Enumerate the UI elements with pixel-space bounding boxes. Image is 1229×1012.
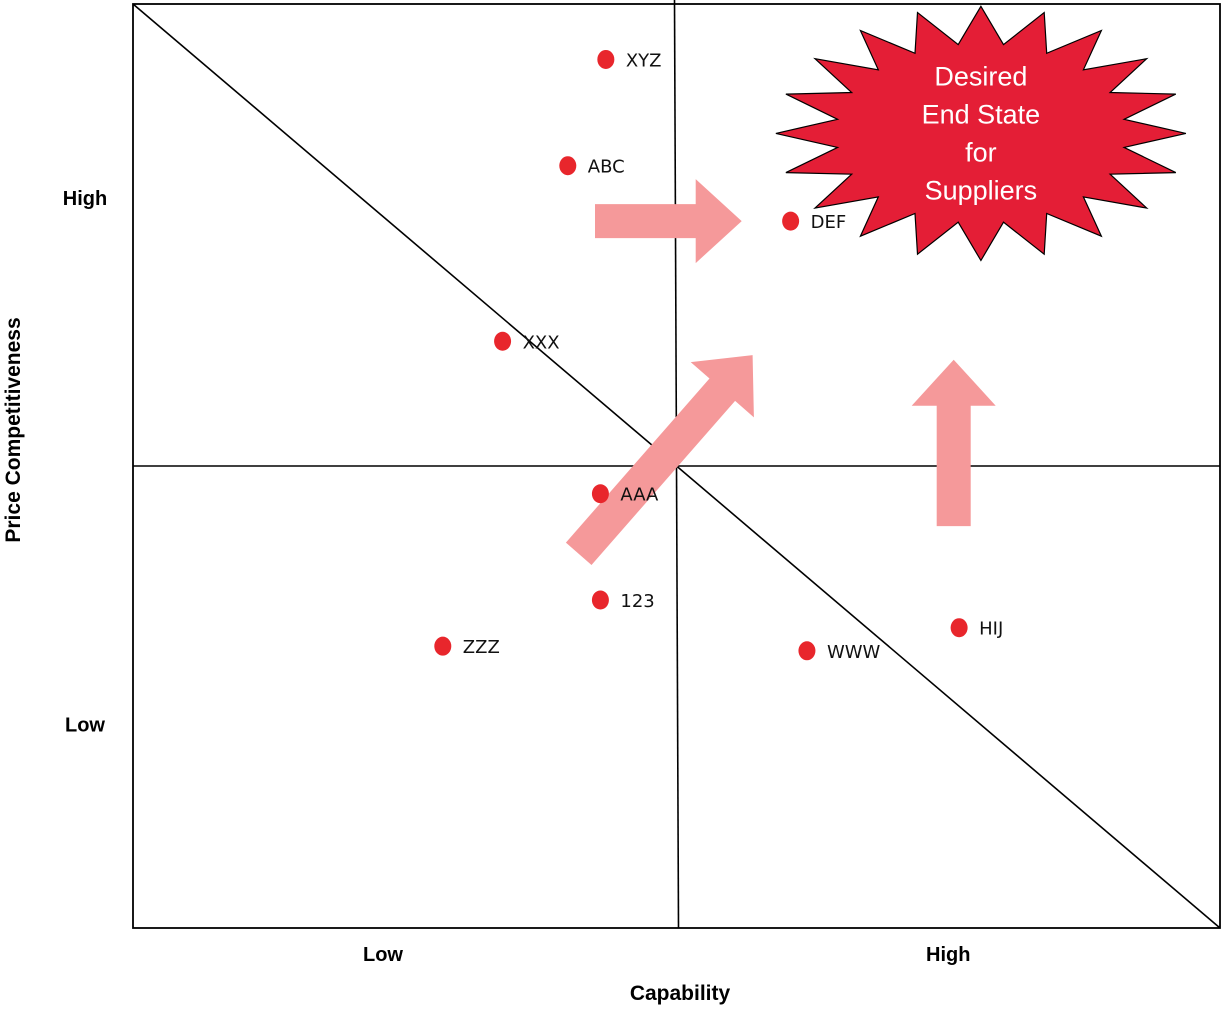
data-point-label: AAA: [620, 485, 659, 506]
callout-text-line: Desired: [934, 61, 1027, 91]
data-point-label: HIJ: [979, 619, 1003, 640]
data-point: [559, 156, 577, 176]
y-axis-title: Price Competitiveness: [2, 317, 25, 542]
data-point: [950, 618, 968, 638]
x-tick-label: Low: [363, 944, 403, 966]
y-tick-label: Low: [65, 715, 105, 737]
x-axis-title: Capability: [630, 982, 731, 1005]
callout-layer: Desired End State for Suppliers: [775, 5, 1187, 262]
data-point-label: WWW: [827, 642, 881, 663]
data-point: [494, 331, 512, 351]
starburst-callout: [775, 5, 1187, 262]
data-point-label: XXX: [523, 332, 560, 353]
block-arrow-1: [595, 179, 742, 264]
callout-text-line: End State: [922, 99, 1041, 129]
data-point: [782, 211, 800, 231]
callout-text-line: for: [965, 137, 997, 167]
y-tick-label: High: [63, 188, 107, 210]
data-point: [434, 636, 452, 656]
data-point-label: 123: [620, 591, 654, 612]
data-point: [591, 484, 609, 504]
data-point: [591, 590, 609, 610]
data-point-label: ZZZ: [463, 637, 500, 658]
arrow-layer: [565, 179, 996, 565]
block-arrow-3: [911, 359, 996, 527]
data-point-label: ABC: [588, 157, 625, 178]
label-layer: Low High High Low Capability Price Competitiv…: [2, 188, 970, 1005]
data-point-label: XYZ: [626, 50, 662, 71]
data-point-label: DEF: [811, 212, 847, 233]
data-point: [798, 641, 816, 661]
data-point: [597, 49, 615, 69]
x-tick-label: High: [926, 944, 970, 966]
point-layer: XYZ ABC DEF XXX AAA 123 ZZZ WWW HIJ: [434, 49, 1003, 663]
callout-text-line: Suppliers: [925, 175, 1038, 205]
block-arrow-2: [565, 355, 754, 565]
